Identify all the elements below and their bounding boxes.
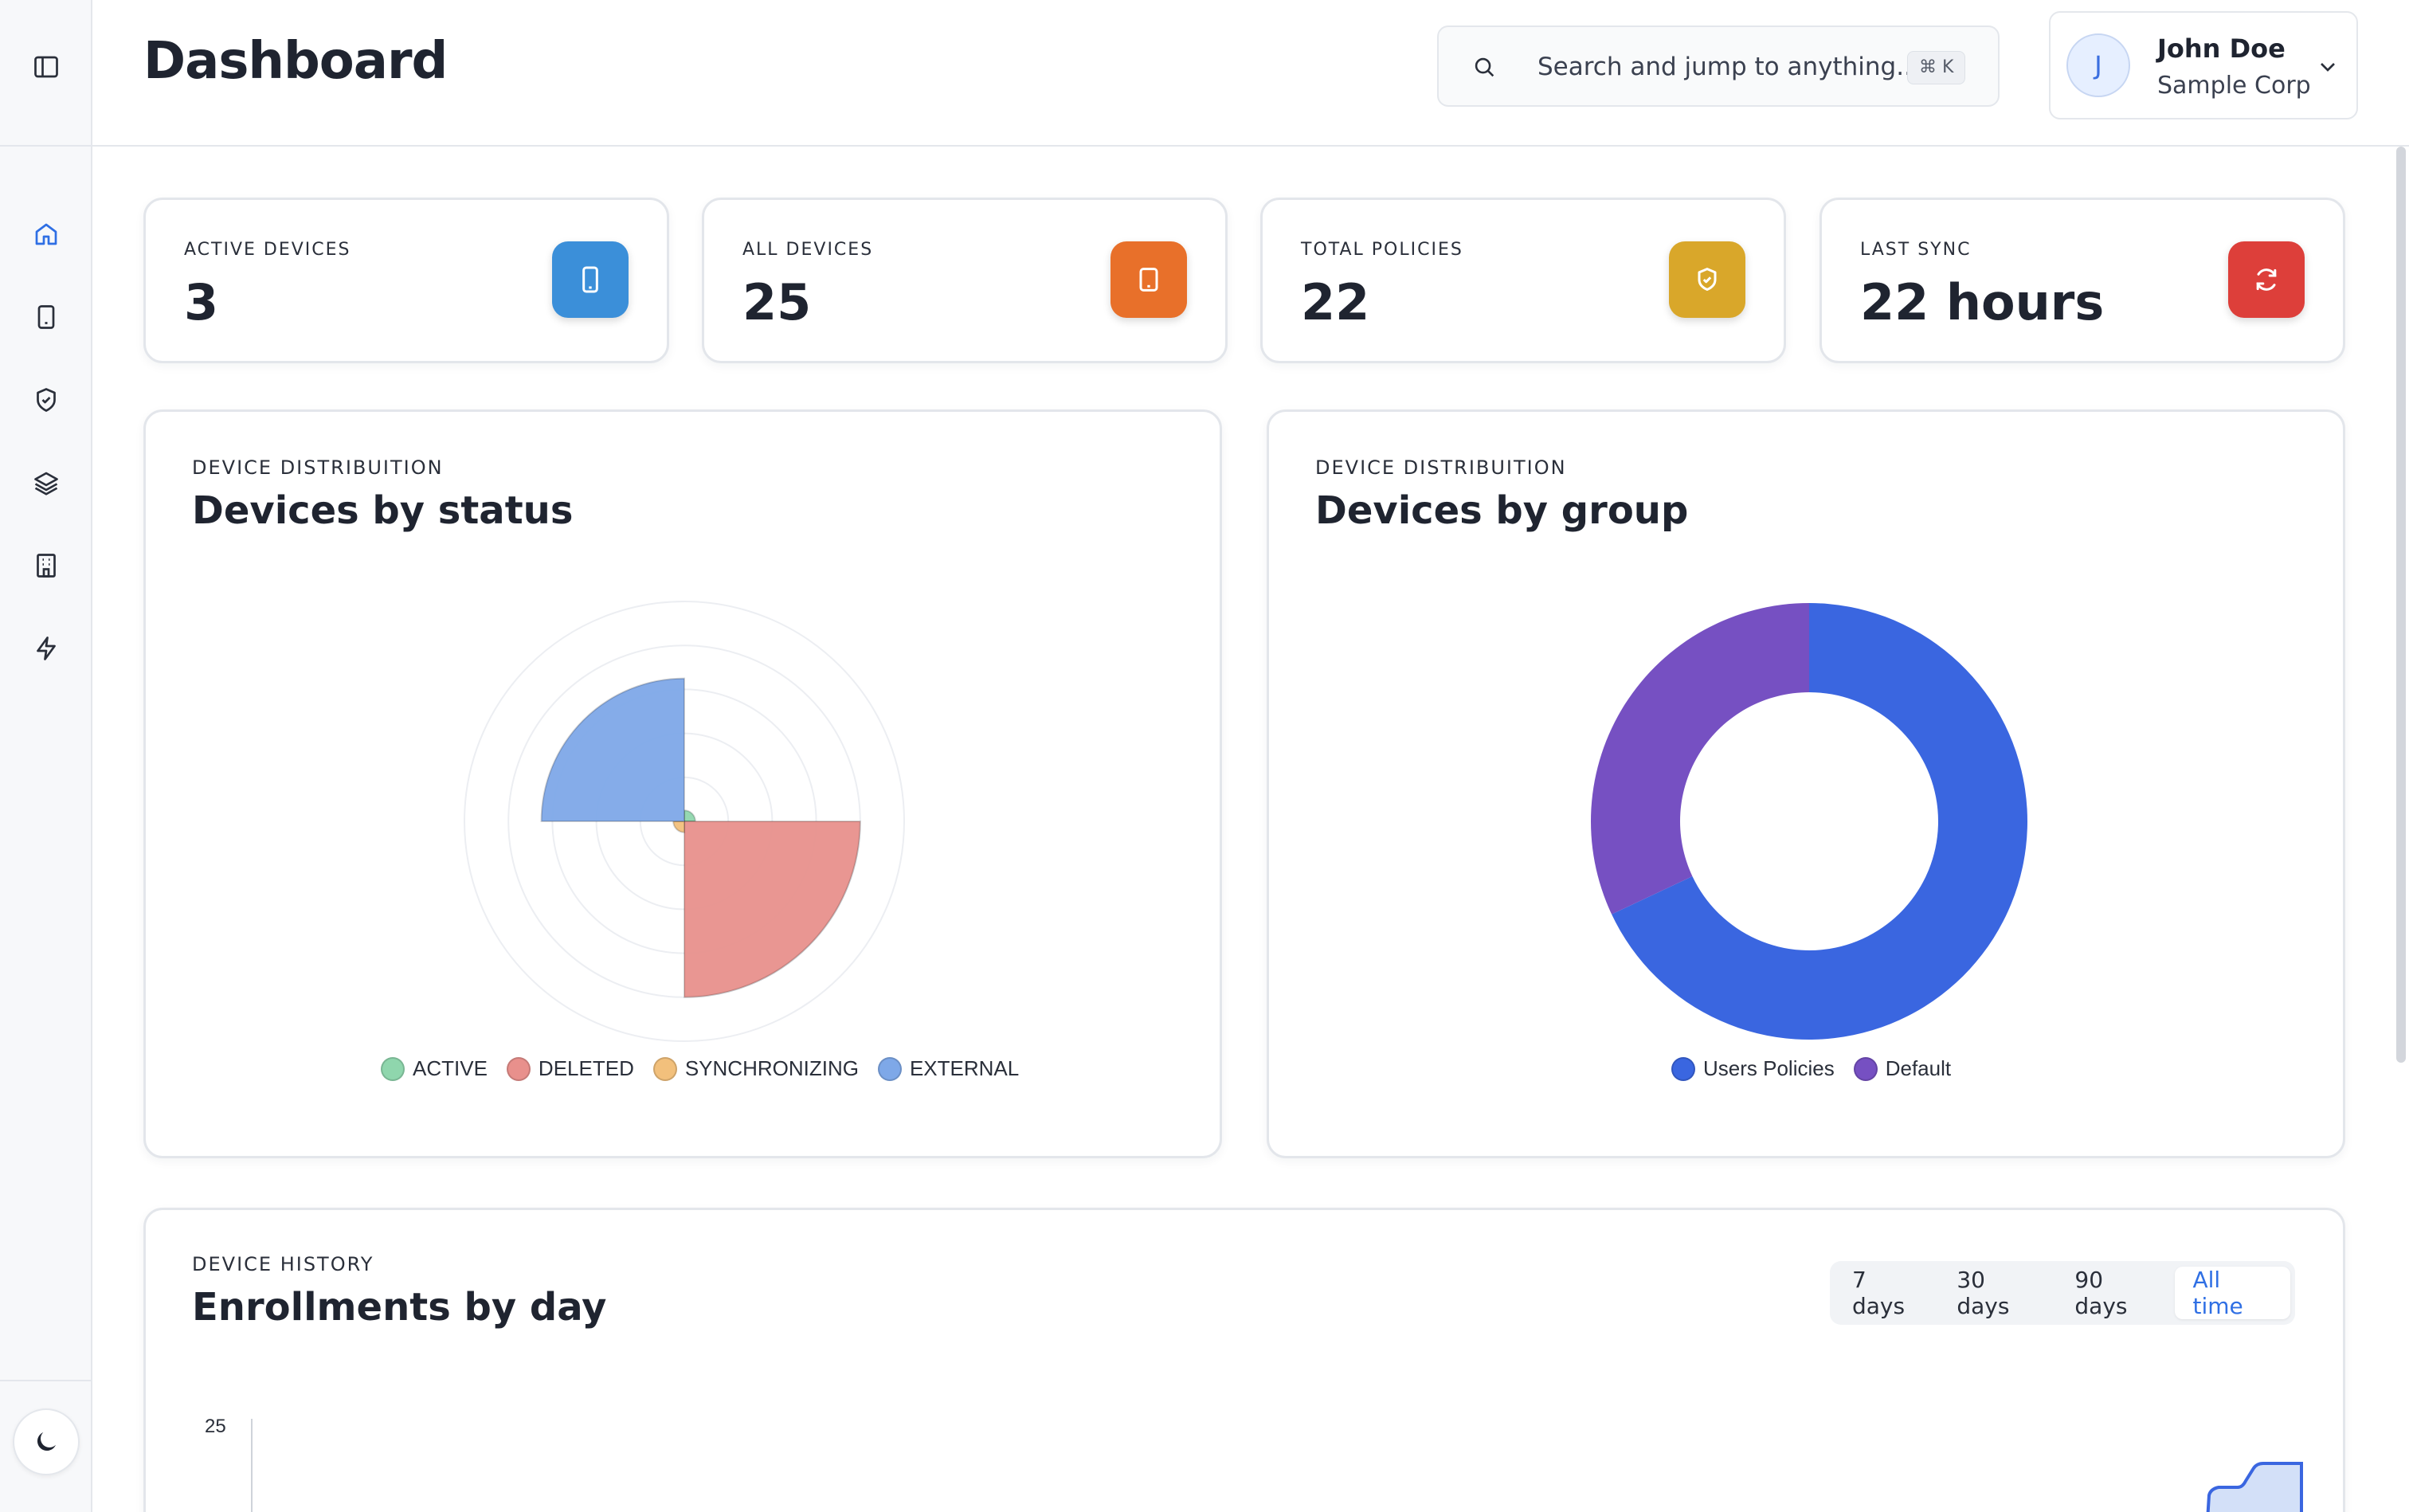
stat-card-total-policies: TOTAL POLICIES 22 <box>1260 198 1786 363</box>
legend-item-users-policies[interactable]: Users Policies <box>1671 1056 1835 1081</box>
range-90-days[interactable]: 90 days <box>2074 1267 2128 1319</box>
chart-eyebrow: DEVICE DISTRIBUITION <box>1315 456 1567 479</box>
stat-value: 22 <box>1301 273 1370 331</box>
sidebar-toggle-icon <box>34 56 58 78</box>
stat-value: 22 hours <box>1860 273 2105 331</box>
refresh-icon <box>2256 268 2277 291</box>
stat-icon-badge <box>1669 241 1745 318</box>
user-menu[interactable]: J John Doe Sample Corp <box>2049 11 2358 119</box>
group-chart-legend: Users Policies Default <box>1671 1056 1970 1081</box>
enrollment-area-series <box>2206 1462 2303 1512</box>
range-7-days[interactable]: 7 days <box>1852 1267 1906 1319</box>
y-tick-label: 25 <box>205 1416 226 1437</box>
legend-label: Default <box>1885 1056 1952 1080</box>
stat-label: ACTIVE DEVICES <box>184 240 351 260</box>
legend-item-active[interactable]: ACTIVE <box>381 1056 488 1081</box>
sidebar-bottom-divider <box>0 1380 92 1381</box>
legend-label: SYNCHRONIZING <box>684 1056 859 1080</box>
home-icon <box>35 223 57 245</box>
chart-title: Devices by group <box>1315 488 1689 533</box>
polar-slice-deleted <box>684 821 861 998</box>
sidebar <box>0 0 92 1512</box>
status-chart-legend: ACTIVE DELETED SYNCHRONIZING EXTERNAL <box>381 1056 1038 1081</box>
stat-icon-badge <box>552 241 629 318</box>
polar-grid-ring <box>464 601 905 1042</box>
polar-slice-active <box>684 809 696 822</box>
sidebar-item-home[interactable] <box>27 215 65 253</box>
chart-eyebrow: DEVICE HISTORY <box>192 1253 374 1275</box>
legend-swatch <box>1671 1056 1695 1081</box>
scrollbar[interactable] <box>2396 147 2406 1063</box>
tablet-icon <box>1139 268 1158 292</box>
chart-title: Devices by status <box>192 488 574 533</box>
tablet-icon <box>37 305 55 329</box>
donut-chart <box>1591 603 2027 1040</box>
search-input[interactable]: Search and jump to anything... ⌘ K <box>1437 25 2000 107</box>
group-chart-card: DEVICE DISTRIBUITION Devices by group <box>1267 409 2345 1158</box>
sidebar-item-devices[interactable] <box>27 298 65 336</box>
sidebar-item-policies[interactable] <box>27 381 65 419</box>
shield-check-icon <box>1698 268 1717 291</box>
chart-title: Enrollments by day <box>192 1285 607 1330</box>
legend-label: EXTERNAL <box>909 1056 1020 1080</box>
stat-label: ALL DEVICES <box>742 240 874 260</box>
sidebar-divider <box>0 145 92 147</box>
legend-label: ACTIVE <box>413 1056 488 1080</box>
layers-icon <box>34 472 58 496</box>
range-30-days[interactable]: 30 days <box>1957 1267 2010 1319</box>
legend-label: Users Policies <box>1703 1056 1835 1080</box>
chart-eyebrow: DEVICE DISTRIBUITION <box>192 456 444 479</box>
chevron-down-icon <box>2321 63 2335 72</box>
sidebar-item-layers[interactable] <box>27 464 65 502</box>
legend-swatch <box>652 1056 677 1081</box>
legend-swatch <box>1853 1056 1878 1081</box>
stat-value: 3 <box>184 273 219 331</box>
status-chart-card: DEVICE DISTRIBUITION Devices by status <box>143 409 1222 1158</box>
user-org: Sample Corp <box>2157 72 2311 100</box>
lightning-icon <box>37 637 56 660</box>
avatar: J <box>2066 33 2130 97</box>
building-icon <box>37 554 56 578</box>
user-name: John Doe <box>2157 33 2286 64</box>
donut-slice-users-policies <box>1612 603 2027 1040</box>
legend-item-default[interactable]: Default <box>1853 1056 1952 1081</box>
shield-check-icon <box>37 388 56 412</box>
search-icon <box>1475 57 1494 77</box>
stat-card-active-devices: ACTIVE DEVICES 3 <box>143 198 669 363</box>
stat-label: TOTAL POLICIES <box>1301 240 1463 260</box>
stat-icon-badge <box>1110 241 1187 318</box>
moon-icon <box>37 1432 56 1451</box>
legend-item-deleted[interactable]: DELETED <box>506 1056 634 1081</box>
page-title: Dashboard <box>143 32 448 91</box>
polar-slice-external <box>540 677 685 822</box>
polar-area-chart <box>464 601 905 1042</box>
stat-value: 25 <box>742 273 812 331</box>
polar-slice-synchronizing <box>672 821 685 833</box>
search-shortcut-badge: ⌘ K <box>1907 51 1966 84</box>
donut-slice-default <box>1591 603 1809 915</box>
sidebar-item-organization[interactable] <box>27 546 65 585</box>
smartphone-icon <box>582 266 598 293</box>
legend-swatch <box>381 1056 405 1081</box>
sidebar-item-automation[interactable] <box>27 629 65 668</box>
stat-label: LAST SYNC <box>1860 240 1972 260</box>
legend-item-external[interactable]: EXTERNAL <box>877 1056 1020 1081</box>
legend-swatch <box>877 1056 902 1081</box>
stat-card-last-sync: LAST SYNC 22 hours <box>1819 198 2345 363</box>
history-chart-card: DEVICE HISTORY Enrollments by day 7 days… <box>143 1208 2345 1512</box>
legend-item-synchronizing[interactable]: SYNCHRONIZING <box>652 1056 859 1081</box>
y-axis <box>251 1419 253 1512</box>
stat-card-all-devices: ALL DEVICES 25 <box>702 198 1228 363</box>
stat-icon-badge <box>2228 241 2305 318</box>
time-range-selector: 7 days 30 days 90 days All time <box>1830 1261 2295 1325</box>
legend-label: DELETED <box>538 1056 634 1080</box>
search-placeholder: Search and jump to anything... <box>1537 53 1920 81</box>
polar-grid-ring <box>507 644 861 998</box>
header: Dashboard Search and jump to anything...… <box>92 0 2409 147</box>
range-all-time[interactable]: All time <box>2175 1267 2291 1319</box>
sidebar-toggle-button[interactable] <box>29 49 64 84</box>
legend-swatch <box>506 1056 531 1081</box>
theme-toggle-button[interactable] <box>13 1408 80 1475</box>
